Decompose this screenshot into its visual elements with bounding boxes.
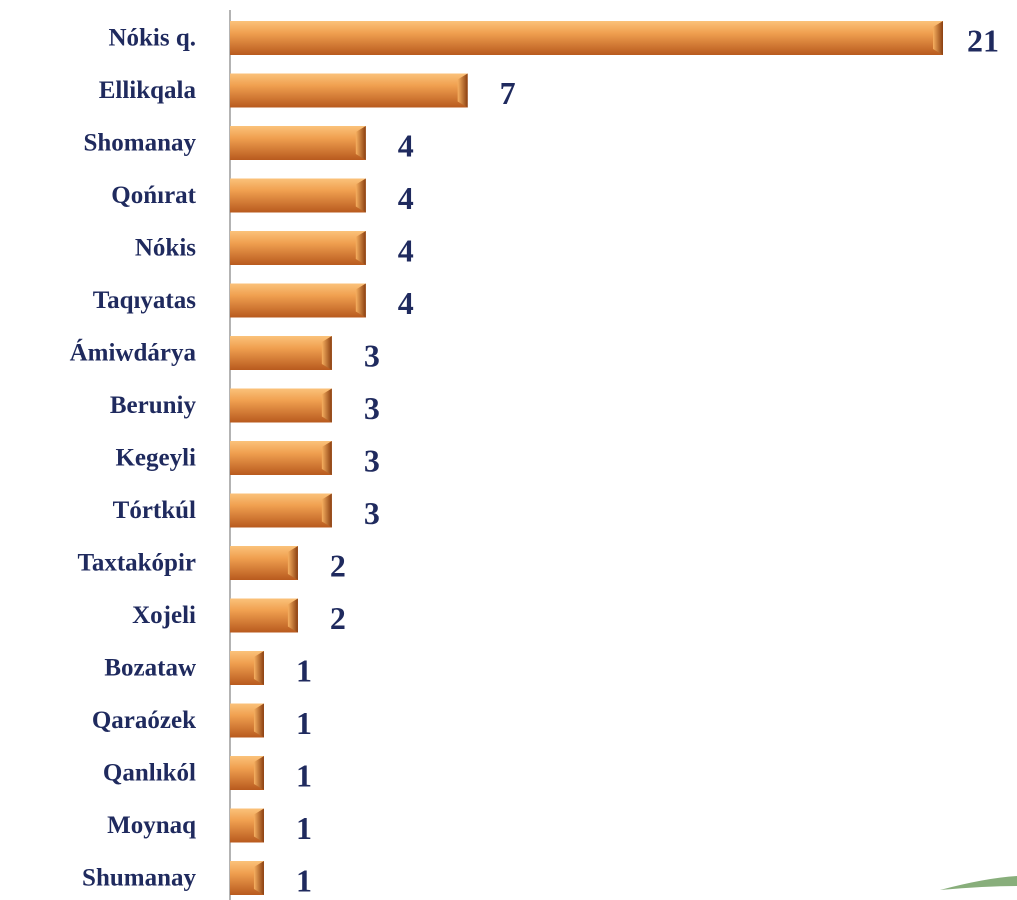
bar — [230, 493, 332, 528]
bar-bevel — [287, 598, 298, 633]
bar-bevel — [287, 546, 298, 580]
bar-bevel — [253, 808, 264, 843]
category-label: Shumanay — [82, 865, 196, 892]
bar-bevel — [355, 178, 366, 213]
bar — [230, 598, 298, 633]
value-label: 4 — [398, 285, 414, 321]
value-label: 2 — [330, 600, 346, 636]
category-label: Bozataw — [104, 655, 196, 682]
bar-bevel — [321, 388, 332, 423]
category-label: Kegeyli — [115, 445, 196, 472]
bar-bevel — [457, 73, 468, 108]
bar — [230, 441, 332, 475]
bar-bevel — [355, 126, 366, 160]
value-label: 2 — [330, 547, 346, 583]
bar-bevel — [321, 441, 332, 475]
decoration — [940, 876, 1017, 890]
bar-bevel — [355, 283, 366, 318]
category-label: Nókis — [135, 235, 196, 262]
value-label: 3 — [364, 495, 380, 531]
value-label: 4 — [398, 232, 414, 268]
category-label: Beruniy — [110, 392, 197, 419]
value-label: 1 — [296, 757, 312, 793]
category-label: Ellikqala — [99, 77, 197, 104]
value-label: 3 — [364, 337, 380, 373]
category-label: Ámiwdárya — [70, 339, 197, 367]
bar-bevel — [355, 231, 366, 265]
category-label: Taxtakópir — [77, 550, 196, 577]
category-label: Nókis q. — [108, 25, 196, 52]
value-label: 1 — [296, 810, 312, 846]
bar — [230, 546, 298, 580]
value-label: 4 — [398, 127, 414, 163]
category-label: Qońırat — [111, 182, 196, 209]
bar-bevel — [933, 21, 943, 55]
category-label: Taqıyatas — [93, 287, 197, 314]
bar — [230, 126, 366, 160]
category-label: Shomanay — [83, 130, 196, 157]
value-label: 1 — [296, 862, 312, 898]
value-label: 7 — [500, 75, 516, 111]
category-label: Xojeli — [132, 602, 196, 629]
value-label: 4 — [398, 180, 414, 216]
bar-bevel — [253, 861, 264, 895]
bar — [230, 178, 366, 213]
bar — [230, 283, 366, 318]
bar — [230, 388, 332, 423]
bar-bevel — [253, 651, 264, 685]
bar — [230, 231, 366, 265]
value-label: 3 — [364, 390, 380, 426]
value-label: 1 — [296, 652, 312, 688]
bar-bevel — [321, 336, 332, 370]
category-label: Qanlıkól — [103, 760, 196, 787]
category-label: Moynaq — [107, 812, 196, 839]
value-label: 3 — [364, 442, 380, 478]
category-label: Tórtkúl — [113, 497, 196, 524]
bar — [230, 73, 468, 108]
bar-bevel — [253, 703, 264, 738]
value-label: 21 — [967, 22, 999, 58]
bar-bevel — [321, 493, 332, 528]
bar — [230, 21, 943, 55]
bar — [230, 336, 332, 370]
category-label: Qaraózek — [92, 707, 196, 734]
bar-bevel — [253, 756, 264, 790]
value-label: 1 — [296, 705, 312, 741]
